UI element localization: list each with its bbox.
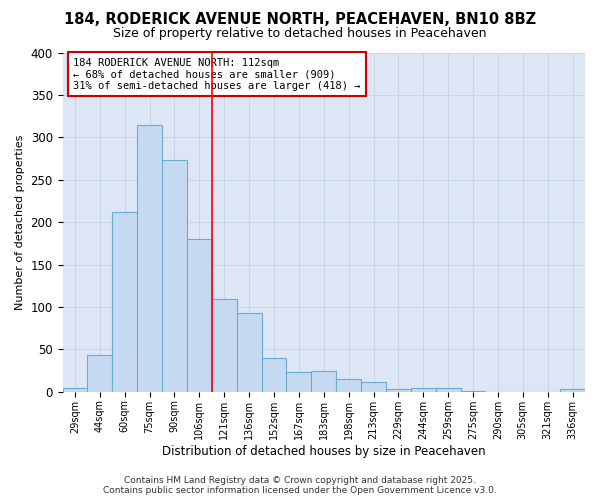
- Bar: [311, 372, 336, 392]
- Bar: [560, 390, 585, 392]
- Bar: [262, 358, 286, 392]
- Bar: [212, 300, 236, 392]
- Bar: [162, 160, 187, 392]
- Bar: [112, 212, 137, 392]
- Text: Size of property relative to detached houses in Peacehaven: Size of property relative to detached ho…: [113, 28, 487, 40]
- Text: Contains HM Land Registry data © Crown copyright and database right 2025.: Contains HM Land Registry data © Crown c…: [124, 476, 476, 485]
- Text: 184 RODERICK AVENUE NORTH: 112sqm
← 68% of detached houses are smaller (909)
31%: 184 RODERICK AVENUE NORTH: 112sqm ← 68% …: [73, 58, 361, 91]
- Bar: [88, 356, 112, 392]
- Y-axis label: Number of detached properties: Number of detached properties: [15, 134, 25, 310]
- Bar: [137, 124, 162, 392]
- Bar: [461, 391, 485, 392]
- Bar: [187, 239, 212, 392]
- Bar: [62, 388, 88, 392]
- Text: Contains public sector information licensed under the Open Government Licence v3: Contains public sector information licen…: [103, 486, 497, 495]
- Text: 184, RODERICK AVENUE NORTH, PEACEHAVEN, BN10 8BZ: 184, RODERICK AVENUE NORTH, PEACEHAVEN, …: [64, 12, 536, 28]
- Bar: [286, 372, 311, 392]
- Bar: [436, 388, 461, 392]
- Bar: [361, 382, 386, 392]
- Bar: [386, 390, 411, 392]
- Bar: [336, 379, 361, 392]
- Bar: [411, 388, 436, 392]
- X-axis label: Distribution of detached houses by size in Peacehaven: Distribution of detached houses by size …: [162, 444, 485, 458]
- Bar: [236, 313, 262, 392]
